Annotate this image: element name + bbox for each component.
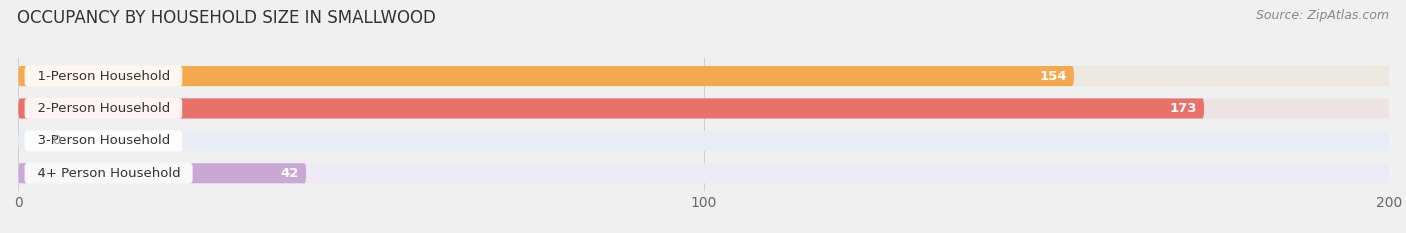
Text: 0: 0 [52, 134, 60, 147]
FancyBboxPatch shape [18, 98, 1389, 119]
FancyBboxPatch shape [18, 98, 1204, 119]
FancyBboxPatch shape [18, 163, 1389, 183]
Text: 3-Person Household: 3-Person Household [28, 134, 179, 147]
Text: 1-Person Household: 1-Person Household [28, 70, 179, 82]
FancyBboxPatch shape [18, 66, 1389, 86]
FancyBboxPatch shape [18, 131, 1389, 151]
Text: 42: 42 [281, 167, 299, 180]
Text: 173: 173 [1170, 102, 1197, 115]
FancyBboxPatch shape [18, 163, 307, 183]
Text: 2-Person Household: 2-Person Household [28, 102, 179, 115]
FancyBboxPatch shape [18, 66, 1074, 86]
Text: Source: ZipAtlas.com: Source: ZipAtlas.com [1256, 9, 1389, 22]
Text: 154: 154 [1039, 70, 1067, 82]
Text: OCCUPANCY BY HOUSEHOLD SIZE IN SMALLWOOD: OCCUPANCY BY HOUSEHOLD SIZE IN SMALLWOOD [17, 9, 436, 27]
Text: 4+ Person Household: 4+ Person Household [28, 167, 188, 180]
